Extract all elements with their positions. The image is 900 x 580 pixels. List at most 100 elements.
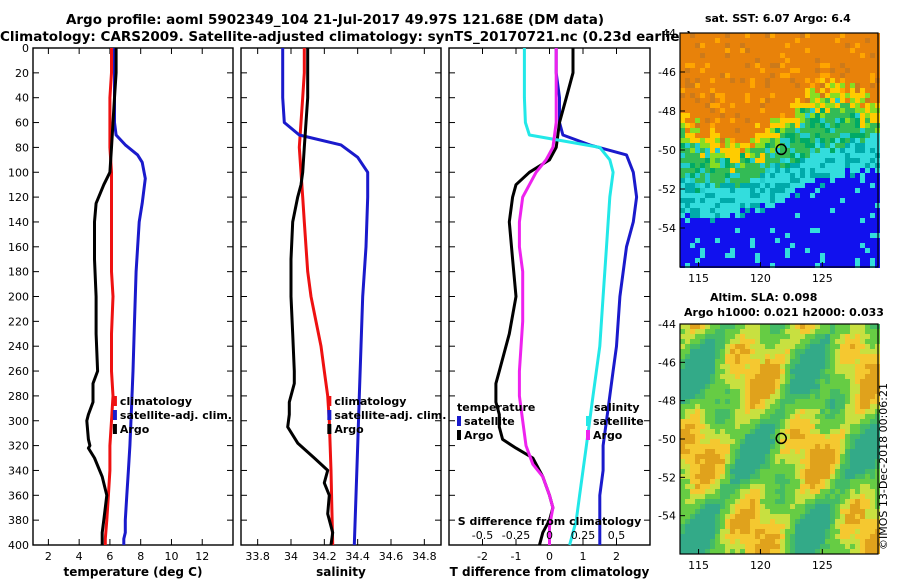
map-cell	[805, 464, 810, 469]
map-cell	[760, 344, 765, 349]
map-cell	[755, 489, 760, 494]
map-cell	[810, 449, 815, 454]
map-cell	[800, 374, 805, 379]
map-cell	[785, 359, 790, 364]
map-cell	[810, 58, 815, 63]
map-cell	[750, 38, 755, 43]
map-cell	[745, 73, 750, 78]
map-cell	[690, 334, 695, 339]
map-cell	[790, 178, 795, 183]
map-cell	[865, 524, 870, 529]
map-cell	[840, 394, 845, 399]
map-cell	[785, 514, 790, 519]
map-cell	[755, 153, 760, 158]
map-cell	[835, 549, 840, 554]
map-cell	[830, 444, 835, 449]
map-cell	[820, 494, 825, 499]
map-cell	[825, 33, 830, 38]
map-cell	[745, 494, 750, 499]
map-cell	[790, 434, 795, 439]
panel-salinity: 33.8 34 34.2 34.4 34.6 34.8salinityclimatolog…	[240, 47, 446, 579]
map-cell	[805, 549, 810, 554]
map-cell	[705, 539, 710, 544]
map-cell	[720, 359, 725, 364]
map-cell	[865, 369, 870, 374]
map-cell	[720, 128, 725, 133]
map-cell	[710, 349, 715, 354]
map-cell	[685, 78, 690, 83]
map-cell	[775, 424, 780, 429]
map-cell	[700, 58, 705, 63]
map-cell	[800, 344, 805, 349]
map-cell	[860, 324, 865, 329]
map-cell	[820, 173, 825, 178]
map-cell	[695, 514, 700, 519]
map-cell	[855, 213, 860, 218]
map-cell	[755, 444, 760, 449]
map-cell	[800, 324, 805, 329]
map-cell	[690, 434, 695, 439]
map-cell	[790, 384, 795, 389]
map-cell	[725, 389, 730, 394]
map-cell	[805, 434, 810, 439]
map-y-tick-label: -50	[658, 144, 676, 157]
map-cell	[745, 218, 750, 223]
map-cell	[840, 514, 845, 519]
map-cell	[700, 243, 705, 248]
map-cell	[800, 63, 805, 68]
map-cell	[735, 389, 740, 394]
map-cell	[775, 118, 780, 123]
map-cell	[865, 469, 870, 474]
map-cell	[720, 158, 725, 163]
map-cell	[840, 389, 845, 394]
map-cell	[725, 233, 730, 238]
map-cell	[800, 434, 805, 439]
map-cell	[730, 464, 735, 469]
map-cell	[805, 258, 810, 263]
map-cell	[775, 198, 780, 203]
map-cell	[805, 173, 810, 178]
map-cell	[830, 514, 835, 519]
map-cell	[725, 434, 730, 439]
map-cell	[795, 183, 800, 188]
map-cell	[720, 529, 725, 534]
map-cell	[685, 484, 690, 489]
map-cell	[840, 213, 845, 218]
map-cell	[850, 334, 855, 339]
map-cell	[725, 404, 730, 409]
map-cell	[790, 63, 795, 68]
map-cell	[825, 549, 830, 554]
map-cell	[775, 263, 780, 268]
map-cell	[840, 103, 845, 108]
map-cell	[710, 48, 715, 53]
map-cell	[720, 469, 725, 474]
map-cell	[710, 188, 715, 193]
map-cell	[785, 384, 790, 389]
map-cell	[715, 429, 720, 434]
map-cell	[680, 329, 685, 334]
map-cell	[840, 549, 845, 554]
series-line-salinity-satellite	[522, 48, 615, 546]
map-cell	[695, 43, 700, 48]
map-cell	[845, 379, 850, 384]
map-cell	[845, 263, 850, 268]
map-cell	[740, 38, 745, 43]
map-cell	[680, 173, 685, 178]
map-cell	[765, 369, 770, 374]
map-cell	[680, 203, 685, 208]
map-cell	[730, 48, 735, 53]
map-cell	[785, 58, 790, 63]
map-cell	[840, 339, 845, 344]
map-cell	[725, 243, 730, 248]
map-cell	[710, 489, 715, 494]
map-cell	[855, 253, 860, 258]
map-cell	[855, 349, 860, 354]
map-cell	[845, 233, 850, 238]
x-axis-label: T difference from climatology	[450, 565, 650, 579]
map-cell	[775, 78, 780, 83]
map-cell	[695, 198, 700, 203]
map-cell	[790, 514, 795, 519]
map-cell	[745, 103, 750, 108]
map-cell	[750, 178, 755, 183]
map-cell	[800, 359, 805, 364]
